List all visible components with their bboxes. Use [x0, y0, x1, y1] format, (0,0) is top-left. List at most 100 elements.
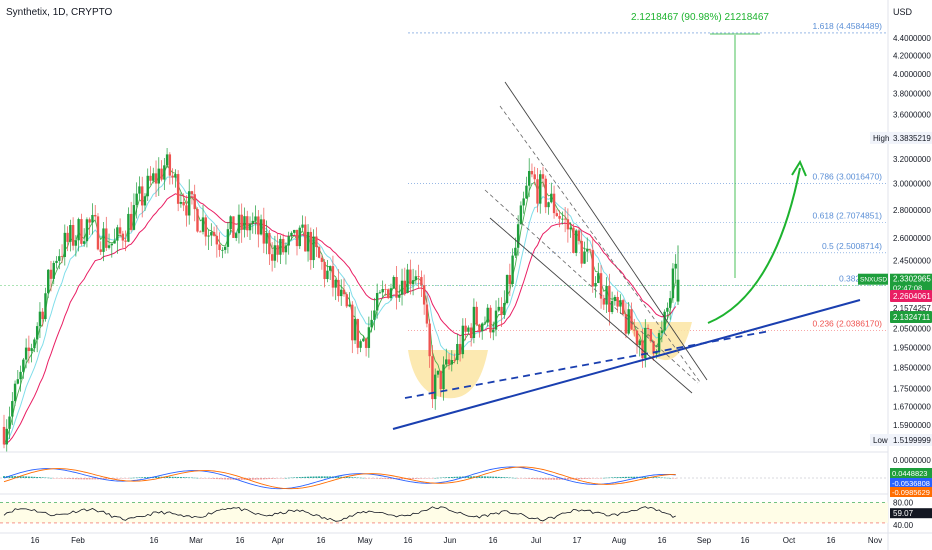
macd-hist-bar [326, 476, 329, 478]
low-value: 1.5199999 [893, 436, 931, 445]
dashed-support-line[interactable] [404, 330, 771, 399]
macd-hist-bar [489, 476, 492, 478]
wedge-lower-line[interactable] [489, 217, 693, 394]
symbol-tag: SNXUSD [860, 277, 887, 284]
candle-body [143, 196, 147, 206]
macd-hist-bar [539, 478, 542, 480]
macd-hist-bar [583, 478, 586, 479]
candle-body [107, 245, 111, 248]
candle-body [655, 352, 658, 354]
candle-body [511, 255, 514, 284]
macd-hist-bar [511, 477, 514, 479]
candle-body [428, 323, 431, 357]
macd-hist-bar [221, 478, 224, 480]
trendlines[interactable] [392, 81, 861, 430]
candle-body [657, 333, 661, 353]
macd-hist-bar [91, 478, 94, 480]
candle-body [204, 217, 207, 237]
macd-hist-bar [287, 477, 290, 479]
candle-body [384, 289, 387, 290]
macd-hist-bar [257, 478, 260, 480]
macd-hist-bar [19, 476, 22, 478]
macd-hist-bar [80, 478, 83, 480]
fib-ratio: 0.786 [813, 171, 835, 181]
macd-hist-bar [553, 478, 556, 480]
macd-hist-bar [3, 476, 5, 478]
candle-body [409, 269, 412, 285]
candle-body [306, 231, 310, 252]
candle-body [334, 279, 337, 288]
fib-label: 0.786 (3.0016470) [813, 171, 883, 181]
x-tick-label: Aug [612, 536, 626, 545]
macd-hist-bar [566, 478, 569, 480]
high-tag-bg [870, 131, 932, 144]
candle-body [179, 202, 183, 204]
macd-hist-bar [312, 476, 315, 478]
candle-body [425, 304, 429, 324]
macd-hist-bar [174, 476, 177, 478]
support-trendline[interactable] [392, 299, 861, 430]
candle-body [281, 238, 285, 253]
fib-ratio: 0.5 [822, 241, 834, 251]
macd-signal-value-bg [890, 487, 932, 497]
candle-body [516, 224, 520, 248]
fib-ratio: 0.382 [839, 274, 861, 284]
macd-hist-bar [157, 476, 160, 478]
chart-title: Synthetix, 1D, CRYPTO [6, 7, 113, 18]
candle-body [539, 174, 542, 204]
candle-body [52, 262, 55, 279]
macd-hist-bar [83, 478, 86, 480]
ema-slow-line [3, 193, 677, 445]
macd-hist-bar [240, 478, 243, 480]
candle-body [558, 215, 561, 219]
candle-body [519, 205, 523, 225]
candle-body [608, 286, 611, 313]
macd-hist-bar [486, 476, 489, 478]
macd-hist-bar [113, 478, 116, 479]
time-axis[interactable]: 16 Feb 16 Mar 16 Apr 16 May 16 Jun 16 Jul 17 Aug 16 Sep… [31, 536, 883, 545]
candle-body [284, 245, 288, 253]
macd-hist-bar [301, 476, 304, 478]
candle-body [290, 232, 293, 237]
macd-hist-bar [210, 478, 213, 479]
macd-hist-bar [249, 478, 252, 480]
candle-body [613, 296, 617, 302]
fib-ratio: 0.236 [813, 319, 835, 329]
macd-hist-bar [503, 477, 506, 478]
projection-arrow[interactable] [707, 167, 801, 324]
macd-hist-bar [102, 478, 105, 480]
y-tick-label: 4.2000000 [893, 52, 931, 61]
candle-body [525, 185, 528, 199]
macd-hist-bar [55, 478, 58, 479]
y-tick-label: 2.4500000 [893, 257, 931, 266]
macd-hist-bar [351, 477, 354, 478]
macd-hist-bar [597, 478, 600, 479]
macd-hist-bar [166, 476, 169, 478]
candle-body [541, 174, 545, 179]
macd-hist-bar [641, 476, 644, 478]
macd-hist-bar [544, 478, 547, 480]
macd-hist-bar [63, 478, 66, 479]
candle-body [389, 288, 393, 299]
candle-body [190, 191, 194, 195]
wedge-upper-line[interactable] [504, 81, 708, 381]
macd-indicator[interactable]: 0.0000000 0.0448823-0.0536808-0.0985629 [0, 456, 932, 497]
macd-hist-bar [591, 478, 594, 479]
fibonacci-levels[interactable] [0, 32, 888, 378]
macd-hist-bar [193, 477, 196, 479]
candle-body [8, 416, 11, 429]
macd-hist-bar [307, 476, 310, 478]
candle-body [110, 243, 114, 246]
x-tick-label: Oct [783, 536, 796, 545]
y-tick-label: 4.0000000 [893, 70, 931, 79]
macd-hist-bar [608, 477, 611, 479]
candle-body [176, 174, 180, 204]
candle-body [326, 270, 329, 280]
candle-body [555, 213, 559, 216]
candle-body [154, 173, 158, 184]
candle-body [94, 214, 97, 217]
wedge-mid-line-1 [499, 105, 701, 383]
x-tick-label: Apr [272, 536, 285, 545]
